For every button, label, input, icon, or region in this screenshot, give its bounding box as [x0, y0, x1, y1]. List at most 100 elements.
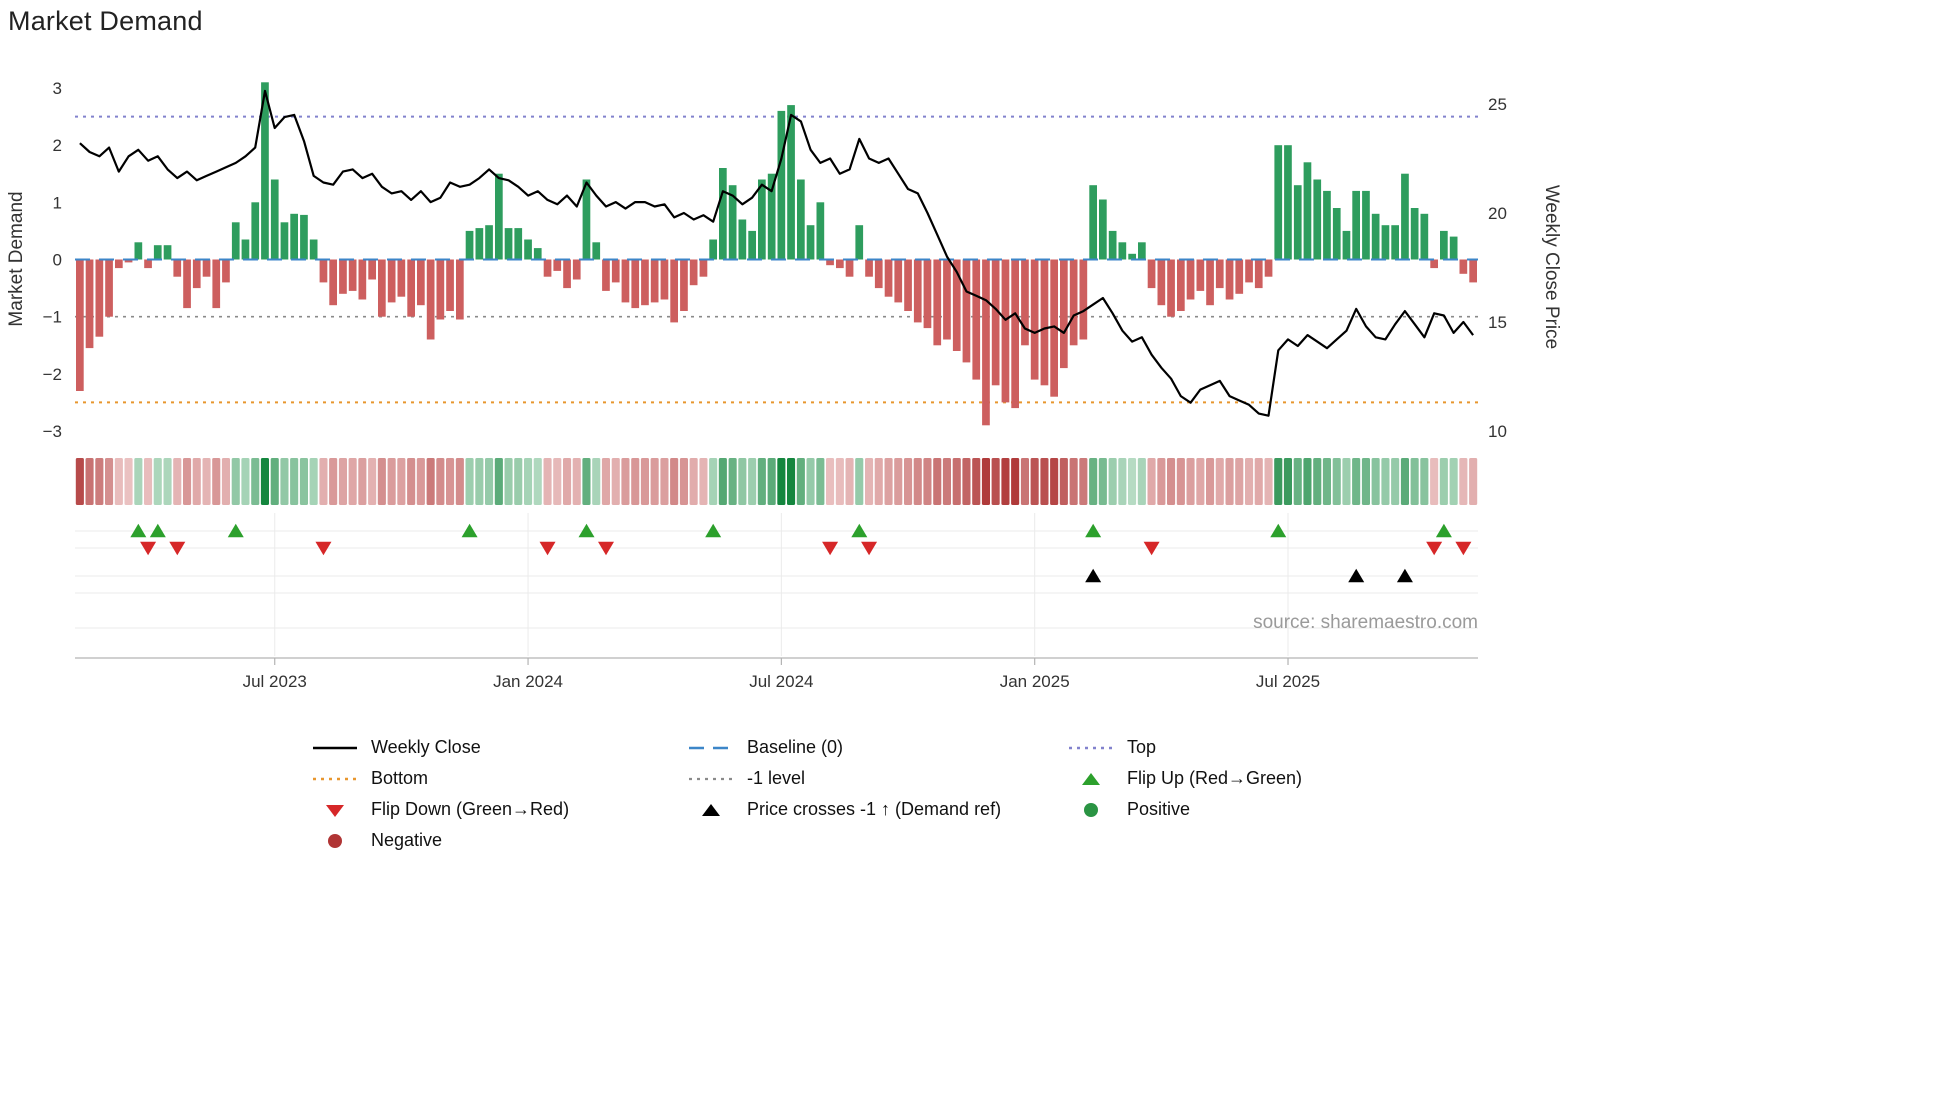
- demand-bar: [1274, 145, 1283, 260]
- left-tick-label: −2: [43, 365, 62, 384]
- heatmap-cell: [845, 458, 854, 505]
- demand-bar: [894, 259, 903, 303]
- heatmap-cell: [670, 458, 679, 505]
- heatmap-cell: [904, 458, 913, 505]
- demand-bar: [202, 259, 211, 277]
- heatmap-cell: [416, 458, 425, 505]
- heatmap-cell: [446, 458, 455, 505]
- heatmap-cell: [1420, 458, 1429, 505]
- demand-bar: [689, 259, 698, 286]
- demand-bar: [855, 225, 864, 260]
- heatmap-cell: [777, 458, 786, 505]
- x-tick-label: Jan 2024: [493, 672, 563, 691]
- heatmap-cell: [95, 458, 104, 505]
- demand-bar: [1391, 225, 1399, 260]
- heatmap-cell: [368, 458, 377, 505]
- heatmap-cell: [407, 458, 416, 505]
- heatmap-cell: [572, 458, 581, 505]
- right-axis-label: Weekly Close Price: [1541, 185, 1562, 349]
- demand-bar: [777, 110, 786, 260]
- demand-bar: [514, 228, 523, 260]
- demand-bar: [874, 259, 883, 289]
- heatmap-cell: [1293, 458, 1302, 505]
- heatmap-cell: [1245, 458, 1254, 505]
- demand-bar: [1021, 259, 1029, 346]
- demand-bar: [1401, 173, 1409, 260]
- demand-bar: [884, 259, 893, 297]
- heatmap-cell: [504, 458, 513, 505]
- market-demand-chart: Jul 2023 Jan 2024 Jul 2024 Jan 2025 Jul 2025…: [6, 79, 1562, 691]
- heatmap-cell: [1157, 458, 1166, 505]
- heatmap-cell: [358, 458, 367, 505]
- demand-bar: [553, 259, 562, 271]
- legend-label: -1 level: [747, 768, 806, 788]
- demand-bar: [1449, 236, 1458, 260]
- heatmap-cell: [1332, 458, 1341, 505]
- flip-up-marker: [851, 523, 868, 538]
- demand-bar: [485, 225, 493, 260]
- demand-bar: [1410, 208, 1419, 260]
- heatmap-cell: [348, 458, 357, 505]
- flip-up-marker: [1270, 523, 1287, 538]
- demand-bar: [650, 259, 659, 303]
- demand-bar: [475, 228, 484, 260]
- legend-label: Price crosses -1 ↑ (Demand ref): [747, 799, 1002, 819]
- demand-bar: [1069, 259, 1078, 346]
- flip-up-marker: [227, 523, 244, 538]
- heatmap-cell: [1410, 458, 1419, 505]
- right-tick-label: 15: [1488, 313, 1507, 332]
- demand-bar: [348, 259, 357, 291]
- demand-bar: [913, 259, 922, 323]
- heatmap-cell: [1050, 458, 1059, 505]
- demand-bar: [222, 259, 230, 283]
- demand-bar: [845, 259, 854, 277]
- heatmap-cell: [1030, 458, 1039, 505]
- heatmap-cell: [582, 458, 591, 505]
- heatmap-cell: [455, 458, 464, 505]
- heatmap-cell: [212, 458, 221, 505]
- demand-bar: [1323, 190, 1331, 260]
- demand-bar: [397, 259, 406, 297]
- legend-label: Baseline (0): [747, 737, 844, 757]
- demand-bar: [1167, 259, 1175, 317]
- heatmap-cell: [1001, 458, 1010, 505]
- heatmap-cell: [124, 458, 133, 505]
- heatmap-cell: [85, 458, 94, 505]
- heatmap-cell: [1352, 458, 1361, 505]
- x-tick-label: Jul 2023: [243, 672, 307, 691]
- signal-heatmap: [75, 458, 1478, 505]
- heatmap-cell: [1098, 458, 1107, 505]
- demand-bar: [972, 259, 981, 380]
- demand-bar: [417, 259, 425, 306]
- heatmap-cell: [114, 458, 123, 505]
- heatmap-cell: [1264, 458, 1273, 505]
- heatmap-cell: [163, 458, 172, 505]
- demand-bar: [709, 239, 717, 260]
- heatmap-cell: [679, 458, 688, 505]
- legend-item-minus-one-level: -1 level: [688, 763, 1001, 794]
- demand-bar: [670, 259, 678, 323]
- heatmap-cell: [1011, 458, 1020, 505]
- heatmap-cell: [475, 458, 484, 505]
- demand-bar: [192, 259, 201, 289]
- heatmap-cell: [981, 458, 990, 505]
- flip-down-marker: [822, 541, 839, 556]
- demand-bar: [719, 168, 727, 260]
- demand-bar: [1254, 259, 1263, 289]
- demand-bar: [699, 259, 708, 277]
- demand-bar: [582, 179, 591, 260]
- demand-bar: [797, 179, 805, 260]
- demand-bar: [407, 259, 415, 317]
- bottom-dotted-line-icon: [313, 777, 357, 780]
- demand-bar: [1099, 199, 1107, 260]
- heatmap-cell: [1118, 458, 1127, 505]
- demand-bar: [611, 259, 620, 283]
- flip-up-marker: [1085, 523, 1102, 538]
- demand-bar: [1186, 259, 1195, 300]
- flip-up-marker: [1435, 523, 1452, 538]
- heatmap-cell: [231, 458, 240, 505]
- demand-bar: [1352, 190, 1360, 260]
- heatmap-cell: [962, 458, 971, 505]
- demand-bar: [738, 219, 747, 260]
- heatmap-cell: [611, 458, 620, 505]
